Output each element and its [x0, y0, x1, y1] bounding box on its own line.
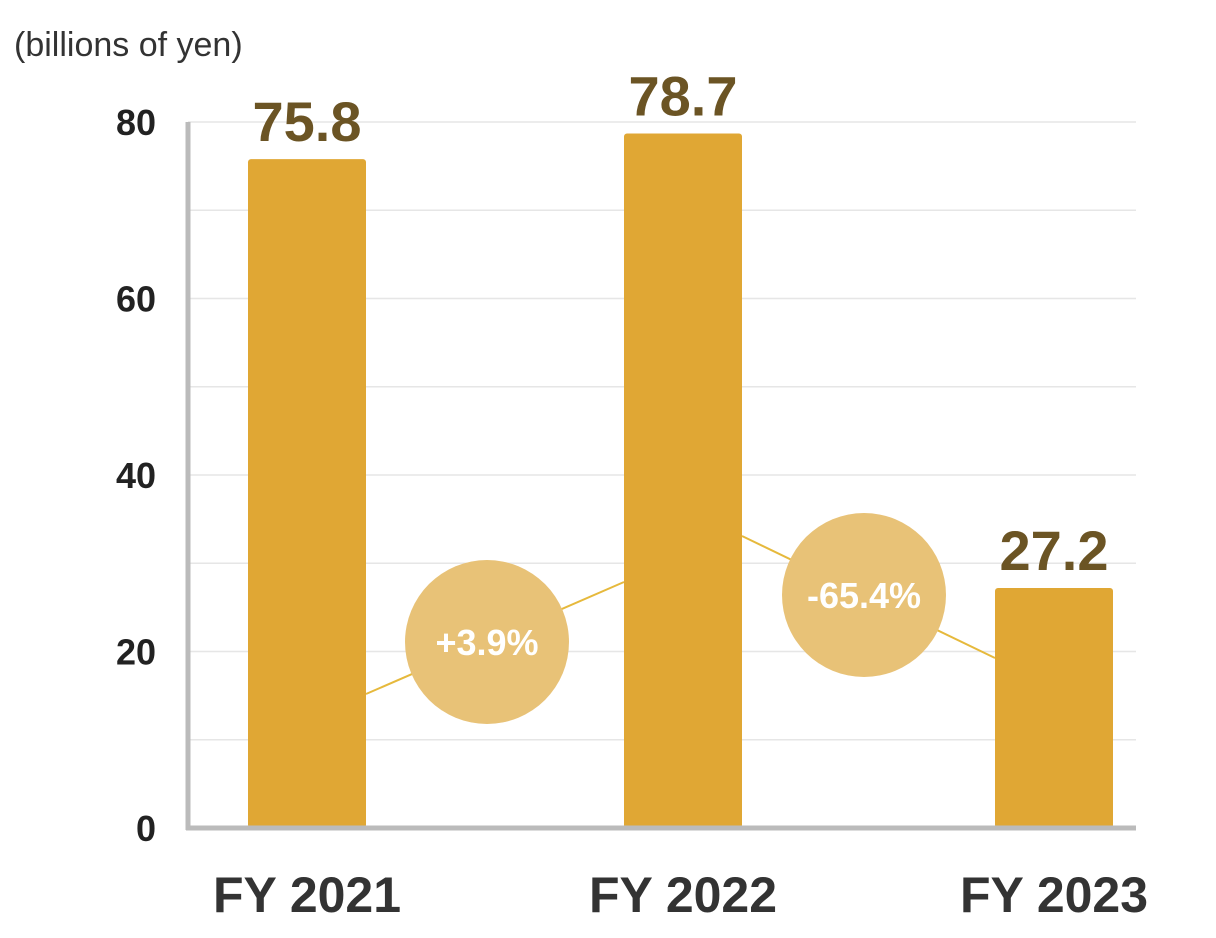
- x-tick-label: FY 2021: [213, 867, 401, 923]
- change-bubble: [405, 560, 569, 724]
- y-tick-label: 80: [116, 102, 156, 143]
- y-tick-label: 0: [136, 808, 156, 849]
- change-label: -65.4%: [807, 575, 921, 616]
- labels: 0 20 40 60 80 75.8 FY 2021 78.7 FY 2022 27.2 FY 20…: [116, 64, 1148, 923]
- x-tick-label: FY 2022: [589, 867, 777, 923]
- y-tick-label: 40: [116, 455, 156, 496]
- change-bubbles: [405, 513, 946, 724]
- bars: [248, 133, 1113, 828]
- axes: [185, 122, 1136, 831]
- change-label: +3.9%: [435, 622, 538, 663]
- value-label: 75.8: [253, 90, 362, 153]
- value-label: 78.7: [629, 64, 738, 127]
- bar-fy-2021: [248, 159, 366, 828]
- value-label: 27.2: [1000, 519, 1109, 582]
- change-bubble: [782, 513, 946, 677]
- unit-label: (billions of yen): [14, 26, 243, 64]
- x-tick-label: FY 2023: [960, 867, 1148, 923]
- bar-fy-2022: [624, 133, 742, 828]
- bar-fy-2023: [995, 587, 1113, 828]
- y-tick-label: 60: [116, 279, 156, 320]
- y-tick-label: 20: [116, 632, 156, 673]
